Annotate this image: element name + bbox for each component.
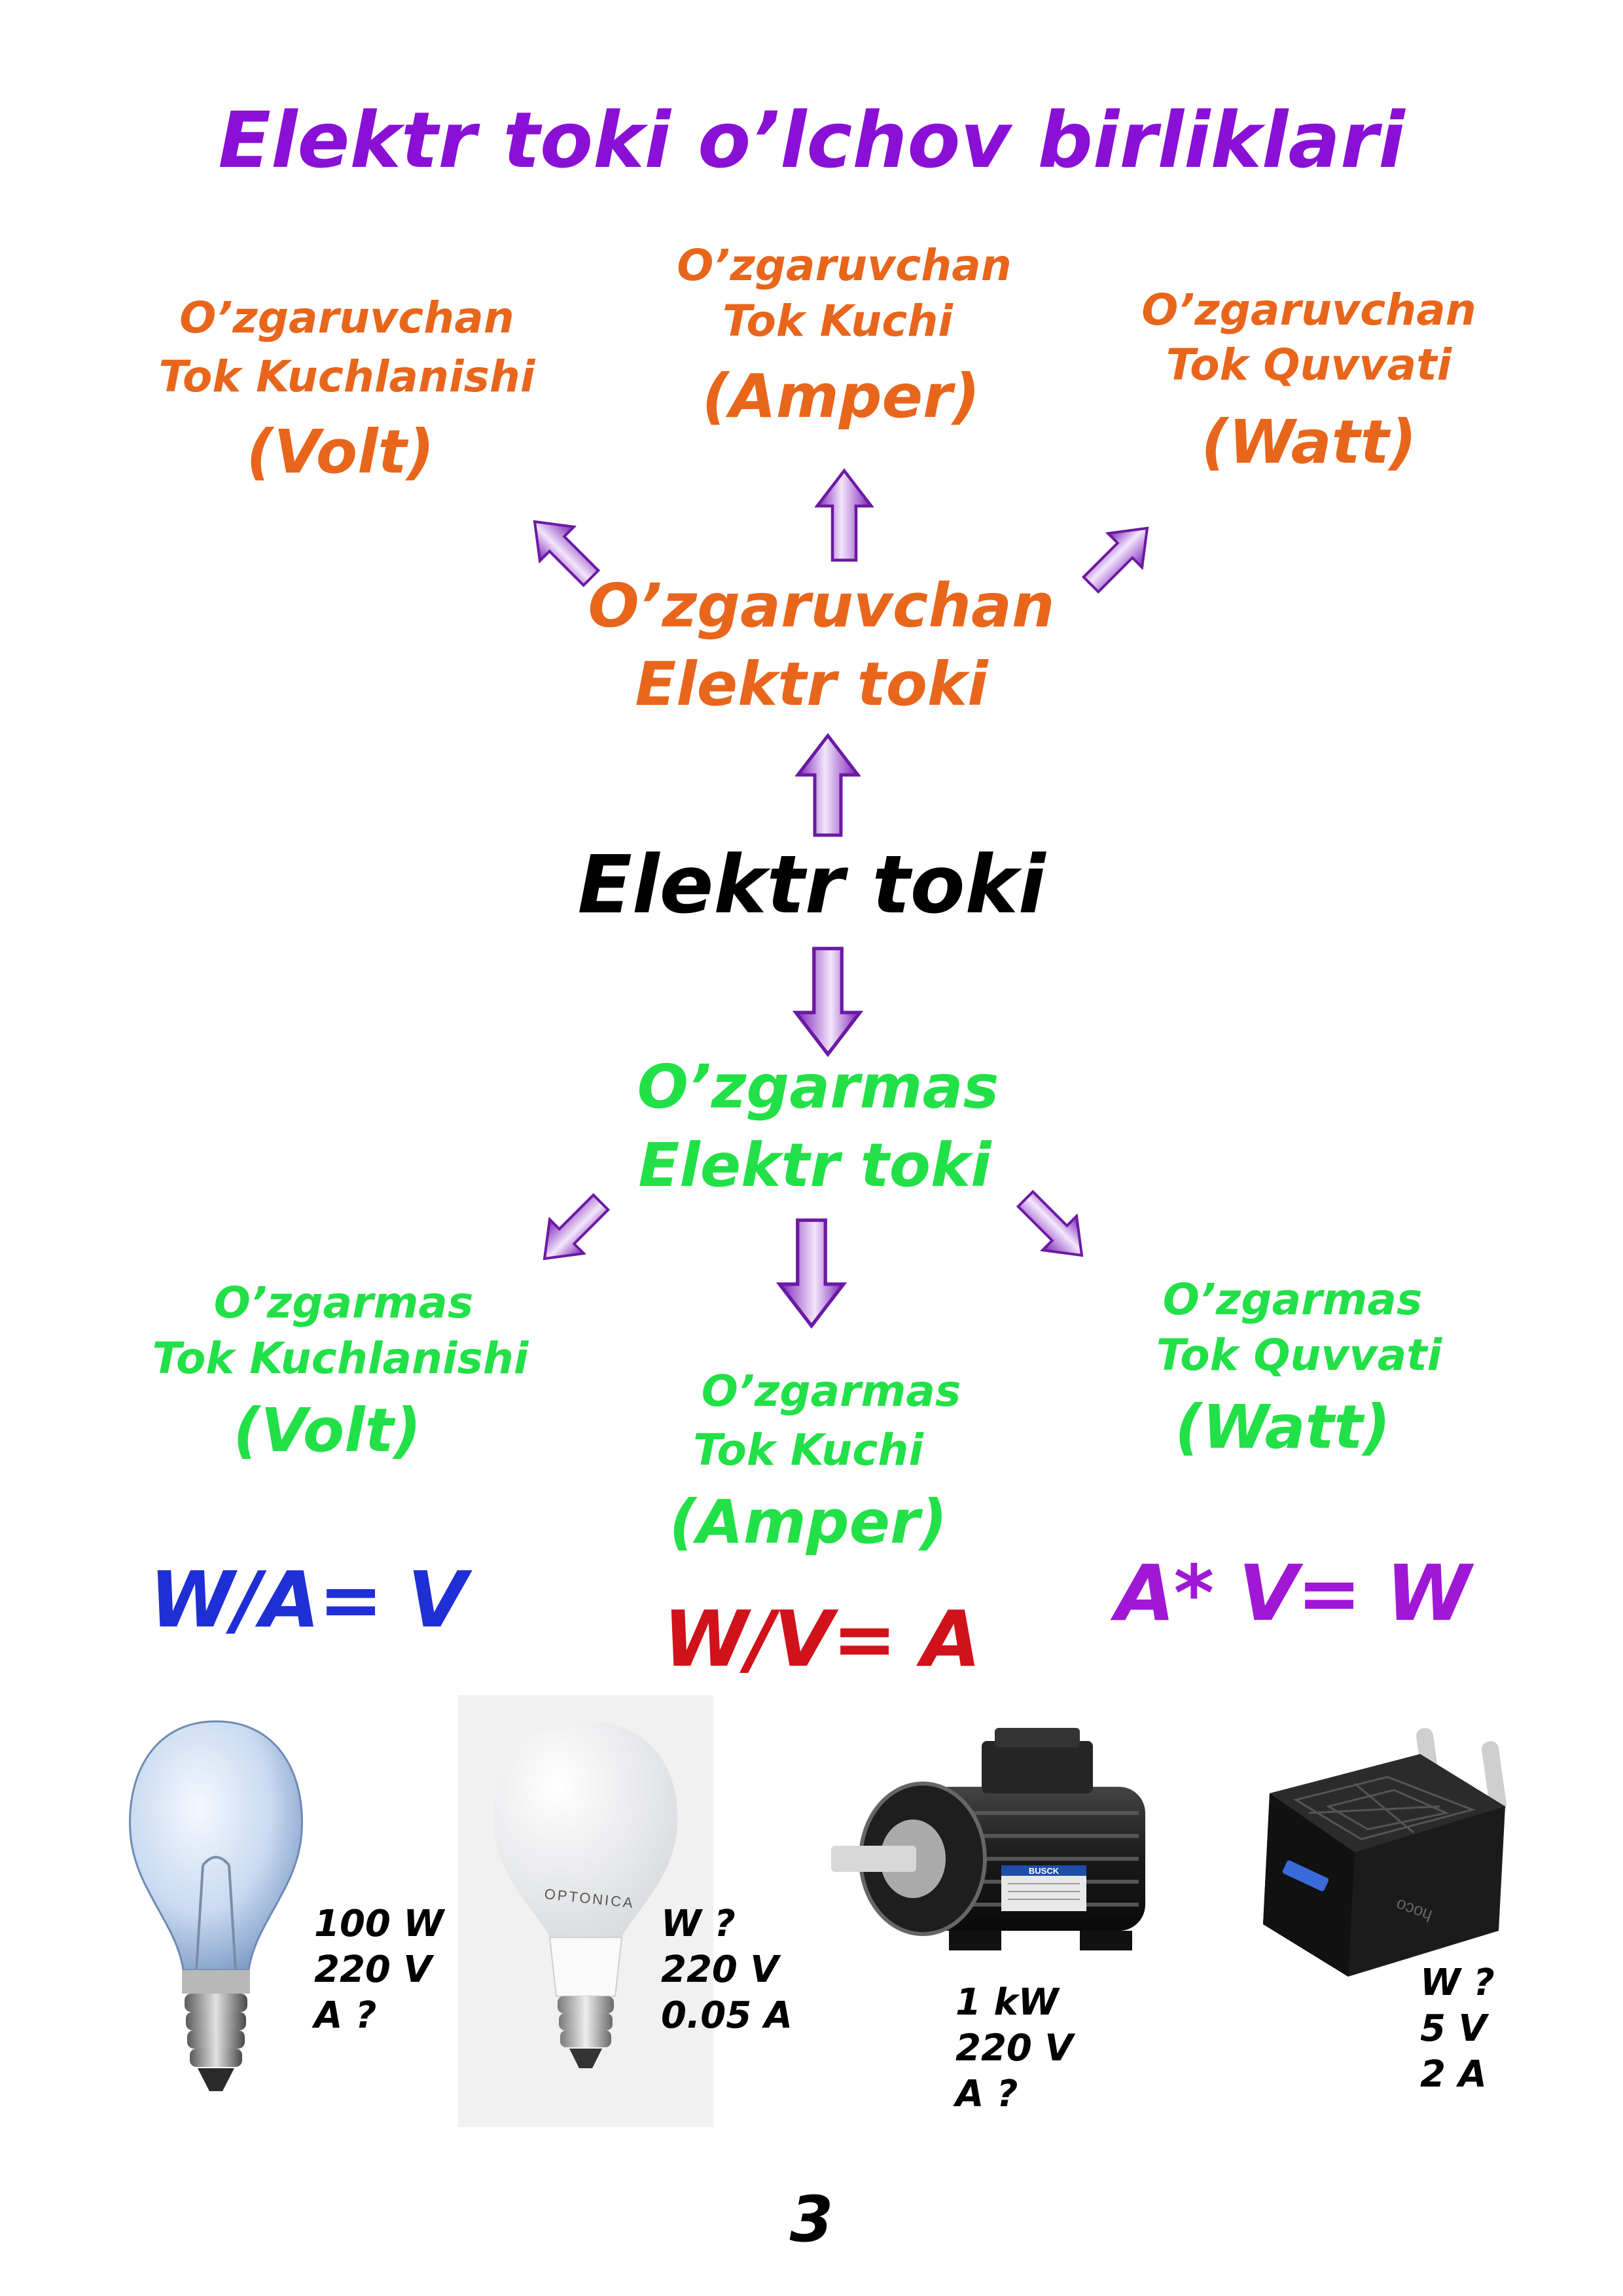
charger-spec-power: W ? — [1420, 1962, 1495, 2004]
bulb1-specs: 100 W 220 V A ? — [314, 1901, 444, 2039]
bulb2-spec-current: 0.05 A — [661, 1994, 793, 2037]
main-heading: Elektr toki — [577, 838, 1046, 931]
dc-current-line1: O’zgarmas — [701, 1366, 961, 1416]
dc-current-line2: Tok Kuchi — [693, 1425, 923, 1475]
ac-current-line2: Tok Kuchi — [722, 296, 953, 346]
bulb1-spec-voltage: 220 V — [314, 1948, 432, 1991]
formula-power: A* V= W — [1115, 1548, 1471, 1638]
ac-power-line2: Tok Quvvati — [1166, 340, 1452, 390]
arrow-up-icon — [815, 461, 874, 573]
ac-voltage-line2: Tok Kuchlanishi — [158, 351, 535, 402]
motor-brand: BUSCK — [1029, 1866, 1060, 1876]
arrow-up-right-icon — [1060, 497, 1178, 615]
ac-current-unit: (Amper) — [702, 361, 980, 431]
ac-voltage-unit: (Volt) — [246, 417, 435, 487]
dc-heading-line1: O’zgarmas — [637, 1052, 999, 1122]
ac-heading-line2: Elektr toki — [635, 649, 988, 719]
arrow-down-icon — [769, 1214, 854, 1332]
charger-spec-voltage: 5 V — [1420, 2007, 1487, 2050]
ac-current-line1: O’zgaruvchan — [677, 240, 1012, 291]
ac-power-unit: (Watt) — [1201, 407, 1417, 477]
dc-power-unit: (Watt) — [1175, 1392, 1391, 1462]
incandescent-bulb-image — [129, 1720, 303, 2091]
motor-spec-voltage: 220 V — [955, 2027, 1073, 2070]
ac-voltage-line1: O’zgaruvchan — [179, 293, 514, 343]
charger-specs: W ? 5 V 2 A — [1420, 1960, 1495, 2098]
ac-heading-line1: O’zgaruvchan — [588, 571, 1055, 641]
page-title: Elektr toki o’lchov birliklari — [218, 95, 1405, 185]
bulb2-spec-power: W ? — [661, 1903, 736, 1945]
arrow-up-icon — [795, 730, 861, 844]
motor-spec-power: 1 kW — [955, 1981, 1059, 2024]
motor-spec-current: A ? — [955, 2073, 1018, 2115]
dc-power-line1: O’zgarmas — [1162, 1274, 1423, 1325]
dc-heading-line2: Elektr toki — [638, 1130, 991, 1200]
formula-current: W/V= A — [663, 1594, 981, 1684]
bulb2-specs: W ? 220 V 0.05 A — [661, 1901, 793, 2039]
bulb1-spec-power: 100 W — [314, 1903, 444, 1945]
bulb2-spec-voltage: 220 V — [661, 1948, 779, 1991]
arrow-down-right-icon — [995, 1168, 1113, 1286]
electric-motor-image: BUSCK — [831, 1728, 1145, 1950]
charger-spec-current: 2 A — [1420, 2053, 1487, 2096]
dc-voltage-line1: O’zgarmas — [213, 1278, 474, 1328]
bulb1-spec-current: A ? — [314, 1994, 377, 2037]
usb-charger-image: hoco — [1263, 1728, 1507, 1977]
arrow-down-left-icon — [514, 1172, 632, 1289]
dc-voltage-line2: Tok Kuchlanishi — [152, 1333, 529, 1384]
arrow-down-icon — [785, 942, 870, 1060]
motor-specs: 1 kW 220 V A ? — [955, 1980, 1073, 2117]
ac-power-line1: O’zgaruvchan — [1141, 285, 1476, 335]
dc-power-line2: Tok Quvvati — [1156, 1330, 1442, 1380]
page-number: 3 — [789, 2183, 834, 2256]
formula-voltage: W/A= V — [149, 1554, 467, 1645]
dc-current-unit: (Amper) — [669, 1487, 948, 1557]
dc-voltage-unit: (Volt) — [233, 1395, 421, 1465]
led-bulb-image: OPTONICA — [458, 1695, 713, 2127]
